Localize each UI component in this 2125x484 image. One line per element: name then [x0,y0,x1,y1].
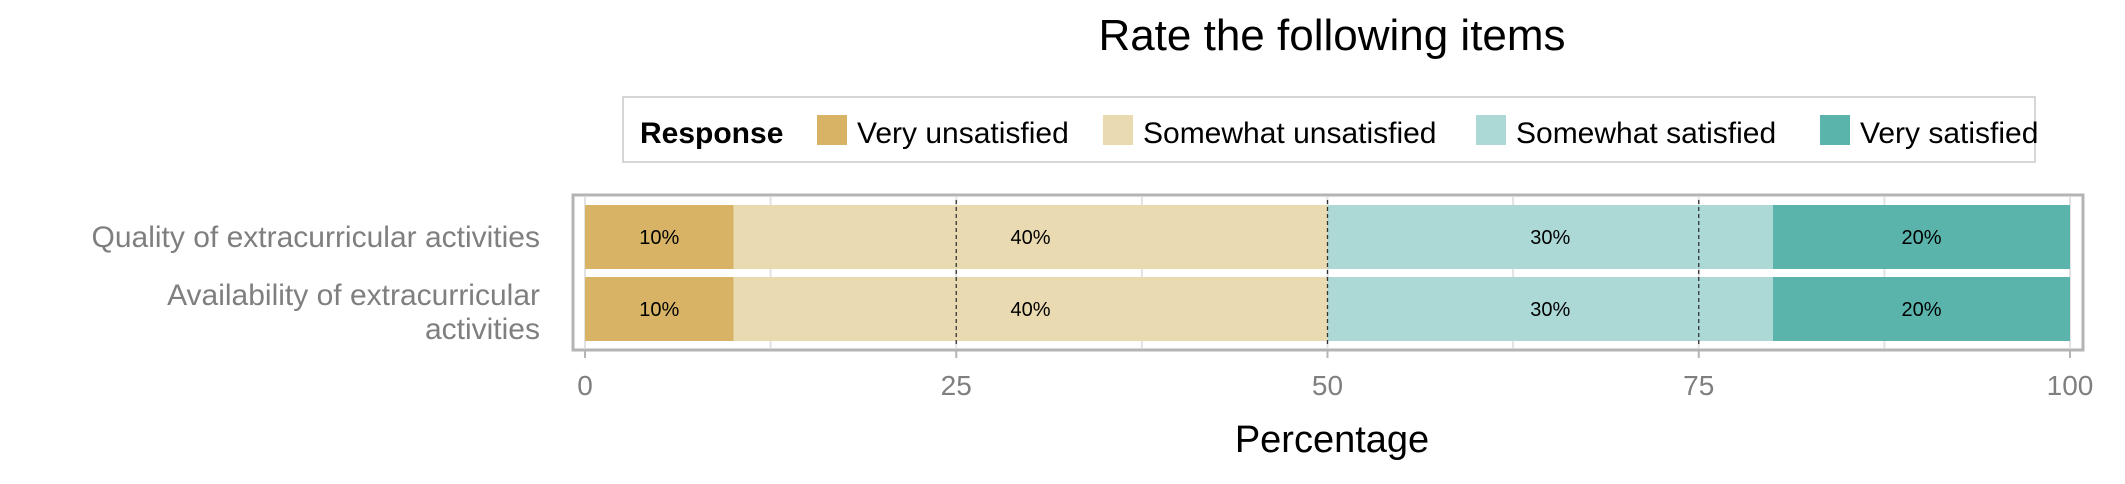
legend-label: Somewhat unsatisfied [1143,117,1437,150]
legend-title: Response [640,117,783,150]
legend-label: Very satisfied [1860,117,2038,150]
bar-very-unsatisfied [585,277,734,341]
data-labels: 10% 40% 30% 20% 10% 40% 30% 20% [639,227,1941,321]
x-axis-title: Percentage [1235,419,1429,461]
legend-label: Very unsatisfied [857,117,1069,150]
legend: Response Very unsatisfied Somewhat unsati… [622,96,2038,163]
bar-somewhat-unsatisfied [733,277,1328,341]
legend-key-somewhat-satisfied [1476,115,1506,145]
data-label: 30% [1530,299,1570,321]
tick-label: 0 [577,370,593,401]
bar-very-unsatisfied [585,205,734,269]
legend-key-somewhat-unsatisfied [1103,115,1133,145]
tick-label: 50 [1312,370,1343,401]
tick-label: 100 [2047,370,2094,401]
quartile-lines [955,200,1700,345]
legend-box [622,96,2036,163]
bar-very-satisfied [1773,277,2070,341]
tick-label: 25 [941,370,972,401]
data-label: 10% [639,299,679,321]
category-label: Quality of extracurricular activities [92,221,540,254]
bar-very-satisfied [1773,205,2070,269]
legend-label: Somewhat satisfied [1516,117,1776,150]
data-label: 20% [1901,299,1941,321]
bar-somewhat-unsatisfied [733,205,1328,269]
x-axis-ticks: 0 25 50 75 100 [577,350,2093,401]
legend-key-very-satisfied [1820,115,1850,145]
chart-title: Rate the following items [1098,11,1565,60]
tick-label: 75 [1683,370,1714,401]
category-labels: Quality of extracurricular activities Ava… [92,221,540,346]
data-label: 20% [1901,227,1941,249]
data-label: 30% [1530,227,1570,249]
data-label: 40% [1010,227,1050,249]
data-label: 40% [1010,299,1050,321]
data-label: 10% [639,227,679,249]
legend-key-very-unsatisfied [817,115,847,145]
category-label: Availability of extracurricular activitie… [167,279,540,346]
